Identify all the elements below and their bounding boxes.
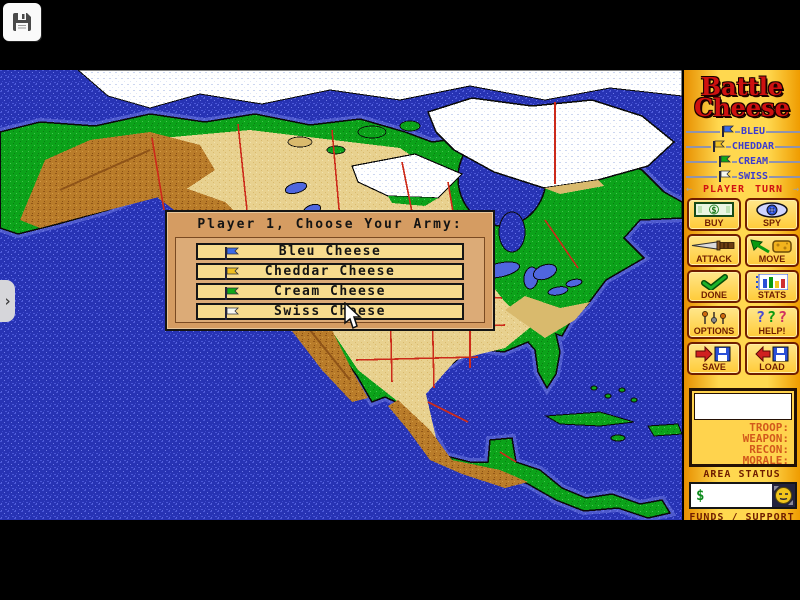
question-marks-icon: ???	[754, 309, 790, 326]
funds-caption: FUNDS / SUPPORT	[689, 512, 795, 520]
command-sidebar: Battle Cheese BLEU	[682, 70, 800, 520]
attack-button[interactable]: ATTACK	[687, 234, 741, 267]
svg-text:?: ?	[756, 309, 765, 326]
arctic-islands	[287, 120, 421, 155]
options-button[interactable]: OPTIONS	[687, 306, 741, 339]
area-status-caption: AREA STATUS	[703, 469, 781, 480]
morale-label: MORALE:	[742, 454, 789, 467]
mouse-cursor-icon	[344, 302, 362, 330]
command-buttons: $ BUY SPY ATTACK	[687, 198, 799, 375]
legend-item-cream: CREAM	[686, 154, 800, 169]
game-viewport: Battle Cheese BLEU	[0, 70, 800, 520]
help-button[interactable]: ??? HELP!	[745, 306, 799, 339]
appalachians	[505, 296, 590, 338]
arctic-ice	[77, 70, 682, 109]
money-icon: $	[693, 202, 735, 218]
greenland[interactable]	[427, 97, 676, 189]
checkmark-icon	[697, 273, 731, 290]
option-swiss-cheese[interactable]: Swiss Cheese	[196, 303, 464, 320]
turn-arrow-icon: →	[792, 184, 800, 195]
floppy-disk-icon	[13, 13, 31, 31]
dialog-title: Player 1, Choose Your Army:	[197, 217, 463, 232]
flag-icon	[225, 287, 239, 300]
smiley-face-icon	[772, 484, 795, 507]
flag-icon	[721, 125, 734, 137]
flag-icon	[225, 307, 239, 320]
svg-text:?: ?	[767, 309, 776, 326]
move-button[interactable]: MOVE	[745, 234, 799, 267]
save-button[interactable]: SAVE	[687, 342, 741, 375]
area-status-display	[694, 393, 792, 420]
eye-icon	[754, 201, 790, 218]
legend-item-cheddar: CHEDDAR	[686, 139, 800, 154]
turn-label: TURN	[754, 184, 784, 195]
player-label: PLAYER	[702, 184, 746, 195]
svg-text:?: ?	[778, 309, 787, 326]
sierra-madre	[388, 400, 528, 488]
flag-icon	[225, 247, 239, 260]
flag-icon	[718, 155, 731, 167]
game-title: Battle Cheese	[694, 72, 790, 122]
dialog-body: Bleu Cheese Cheddar Cheese Cream Cheese	[175, 237, 485, 323]
sliders-icon	[698, 310, 730, 326]
legend-item-bleu: BLEU	[686, 124, 800, 139]
arrow-cheese-icon	[749, 238, 795, 254]
option-bleu-cheese[interactable]: Bleu Cheese	[196, 243, 464, 260]
sidebar-expand-tab[interactable]: ›	[0, 280, 15, 322]
alaska-mountains	[20, 132, 215, 228]
troop-label: TROOP:	[749, 421, 789, 434]
weapon-label: WEAPON:	[742, 432, 789, 445]
knife-icon	[691, 238, 737, 254]
svg-text:$: $	[711, 206, 716, 216]
buy-button[interactable]: $ BUY	[687, 198, 741, 231]
option-cheddar-cheese[interactable]: Cheddar Cheese	[196, 263, 464, 280]
player-turn-row: ← PLAYER TURN →	[686, 184, 800, 195]
stats-button[interactable]: STATS	[745, 270, 799, 303]
recon-label: RECON:	[749, 443, 789, 456]
flag-icon	[718, 170, 731, 182]
army-legend: BLEU CHEDDAR	[686, 124, 800, 184]
screenshot-save-button[interactable]	[3, 3, 41, 41]
caribbean-islands[interactable]	[544, 385, 682, 442]
funds-box: $	[689, 482, 797, 509]
load-button[interactable]: LOAD	[745, 342, 799, 375]
done-button[interactable]: DONE	[687, 270, 741, 303]
area-status-panel: TROOP: WEAPON: RECON: MORALE:	[689, 388, 797, 467]
bar-chart-icon	[756, 273, 788, 290]
currency-symbol: $	[696, 487, 705, 504]
arrow-into-floppy-icon	[695, 345, 733, 362]
chevron-right-icon: ›	[2, 292, 13, 310]
flag-icon	[712, 140, 725, 152]
legend-item-swiss: SWISS	[686, 169, 800, 184]
spy-button[interactable]: SPY	[745, 198, 799, 231]
arrow-from-floppy-icon	[753, 345, 791, 362]
flag-icon	[225, 267, 239, 280]
option-cream-cheese[interactable]: Cream Cheese	[196, 283, 464, 300]
player-arrow-icon: ←	[686, 184, 694, 195]
choose-army-dialog: Player 1, Choose Your Army: Bleu Cheese …	[165, 210, 495, 331]
